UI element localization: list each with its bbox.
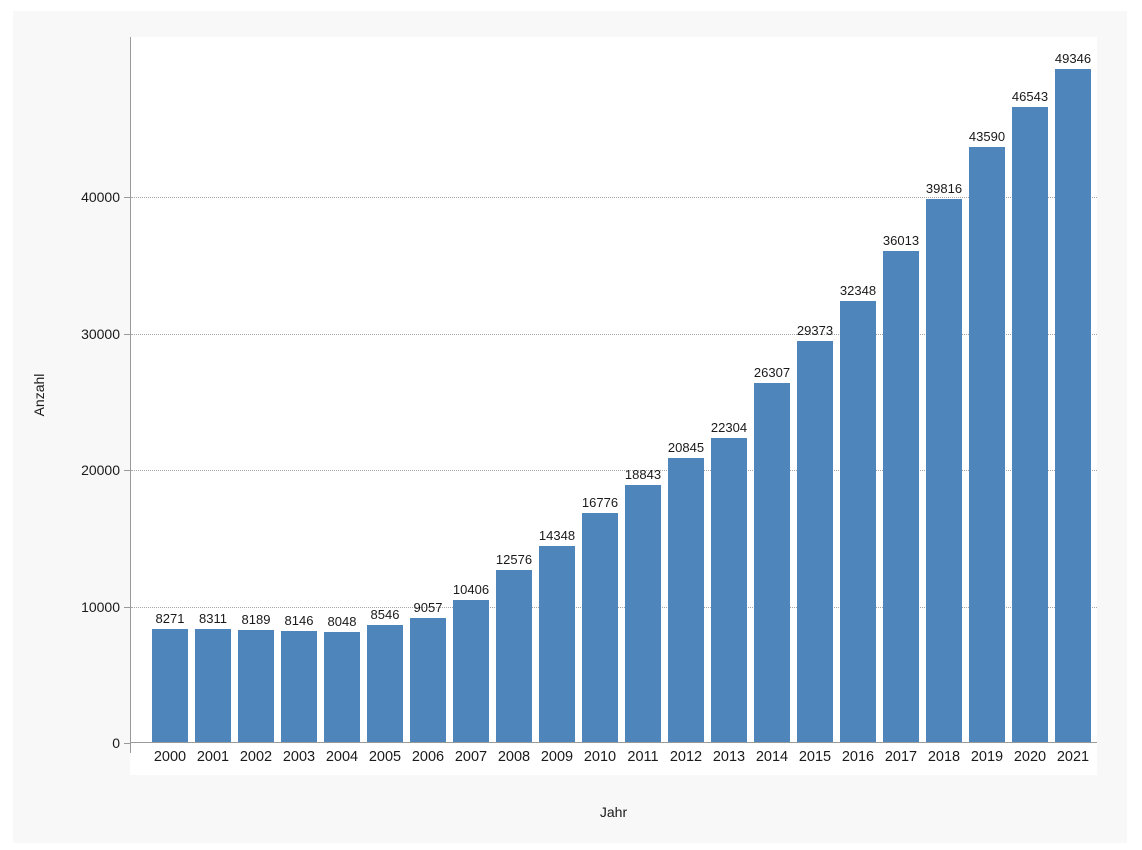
y-axis-line [130, 37, 131, 753]
bar-value-label: 20845 [667, 439, 705, 455]
y-tick-label: 40000 [81, 189, 120, 206]
x-tick-label: 2013 [712, 749, 746, 765]
bar-2016 [840, 300, 876, 742]
bar-value-label: 10406 [452, 582, 490, 598]
bar-value-label: 8189 [241, 612, 271, 628]
chart-panel: Anzahl Jahr 0 10000 20000 30000 40000 8271 200… [13, 11, 1127, 843]
bar-value-label: 46543 [1011, 89, 1049, 105]
bar-2007 [453, 600, 489, 742]
x-tick-label: 2020 [1013, 749, 1047, 765]
bar-2000 [152, 629, 188, 742]
x-tick-label: 2002 [239, 749, 273, 765]
bar-2005 [367, 625, 403, 742]
x-tick-label: 2015 [798, 749, 832, 765]
bar-2009 [539, 546, 575, 742]
x-tick-label: 2004 [325, 749, 359, 765]
bar-value-label: 49346 [1054, 50, 1092, 66]
x-axis-line [130, 742, 1097, 743]
bar-2014 [754, 383, 790, 742]
bar-2004 [324, 632, 360, 742]
bar-value-label: 32348 [839, 282, 877, 298]
bar-2003 [281, 630, 317, 742]
x-tick-label: 2012 [669, 749, 703, 765]
bar-2015 [797, 341, 833, 742]
bar-2013 [711, 437, 747, 742]
x-tick-label: 2017 [884, 749, 918, 765]
bar-2002 [238, 630, 274, 742]
gridline-40000 [131, 197, 1097, 199]
bar-value-label: 14348 [538, 528, 576, 544]
bar-value-label: 12576 [495, 552, 533, 568]
plot-area: 0 10000 20000 30000 40000 8271 2000 8311 2001 818… [81, 37, 1097, 765]
gridline-30000 [131, 333, 1097, 335]
bar-2021 [1055, 68, 1091, 742]
y-axis-tick [124, 470, 130, 472]
bar-value-label: 9057 [413, 600, 443, 616]
y-tick-label: 10000 [81, 598, 120, 615]
y-tick-label: 20000 [81, 462, 120, 479]
bar-value-label: 8546 [370, 607, 400, 623]
x-tick-label: 2016 [841, 749, 875, 765]
gridline-20000 [131, 470, 1097, 472]
y-axis-tick [124, 743, 130, 744]
x-tick-label: 2021 [1056, 749, 1090, 765]
y-axis-title: Anzahl [31, 373, 47, 417]
bar-value-label: 43590 [968, 129, 1006, 145]
x-tick-label: 2009 [540, 749, 574, 765]
bar-2019 [969, 147, 1005, 742]
bar-value-label: 8146 [284, 612, 314, 628]
bar-2018 [926, 198, 962, 742]
bar-2011 [625, 484, 661, 742]
x-tick-label: 2018 [927, 749, 961, 765]
bar-2020 [1012, 107, 1048, 742]
bar-value-label: 26307 [753, 365, 791, 381]
y-axis-tick [124, 333, 130, 335]
x-tick-label: 2019 [970, 749, 1004, 765]
x-tick-label: 2014 [755, 749, 789, 765]
x-axis-title: Jahr [599, 804, 628, 820]
bar-value-label: 18843 [624, 466, 662, 482]
y-axis-tick [124, 197, 130, 199]
bar-value-label: 36013 [882, 232, 920, 248]
bar-value-label: 29373 [796, 323, 834, 339]
bar-value-label: 8311 [199, 610, 227, 626]
bar-value-label: 16776 [581, 495, 619, 511]
bar-2012 [668, 457, 704, 742]
bar-2010 [582, 513, 618, 742]
x-tick-label: 2001 [196, 749, 230, 765]
bar-value-label: 22304 [710, 419, 748, 435]
x-tick-label: 2005 [368, 749, 402, 765]
x-tick-label: 2007 [454, 749, 488, 765]
bar-2017 [883, 250, 919, 742]
bar-2008 [496, 570, 532, 742]
bar-value-label: 39816 [925, 180, 963, 196]
y-tick-label: 0 [112, 735, 120, 751]
bar-2001 [195, 628, 231, 742]
x-tick-label: 2006 [411, 749, 445, 765]
x-tick-label: 2008 [497, 749, 531, 765]
bar-value-label: 8048 [327, 614, 357, 630]
x-tick-label: 2000 [153, 749, 187, 765]
y-tick-label: 30000 [81, 325, 120, 342]
x-tick-label: 2003 [282, 749, 316, 765]
x-tick-label: 2010 [583, 749, 617, 765]
y-axis-tick [124, 606, 130, 608]
bar-2006 [410, 618, 446, 742]
bar-value-label: 8271 [155, 611, 185, 627]
x-tick-label: 2011 [627, 749, 659, 765]
